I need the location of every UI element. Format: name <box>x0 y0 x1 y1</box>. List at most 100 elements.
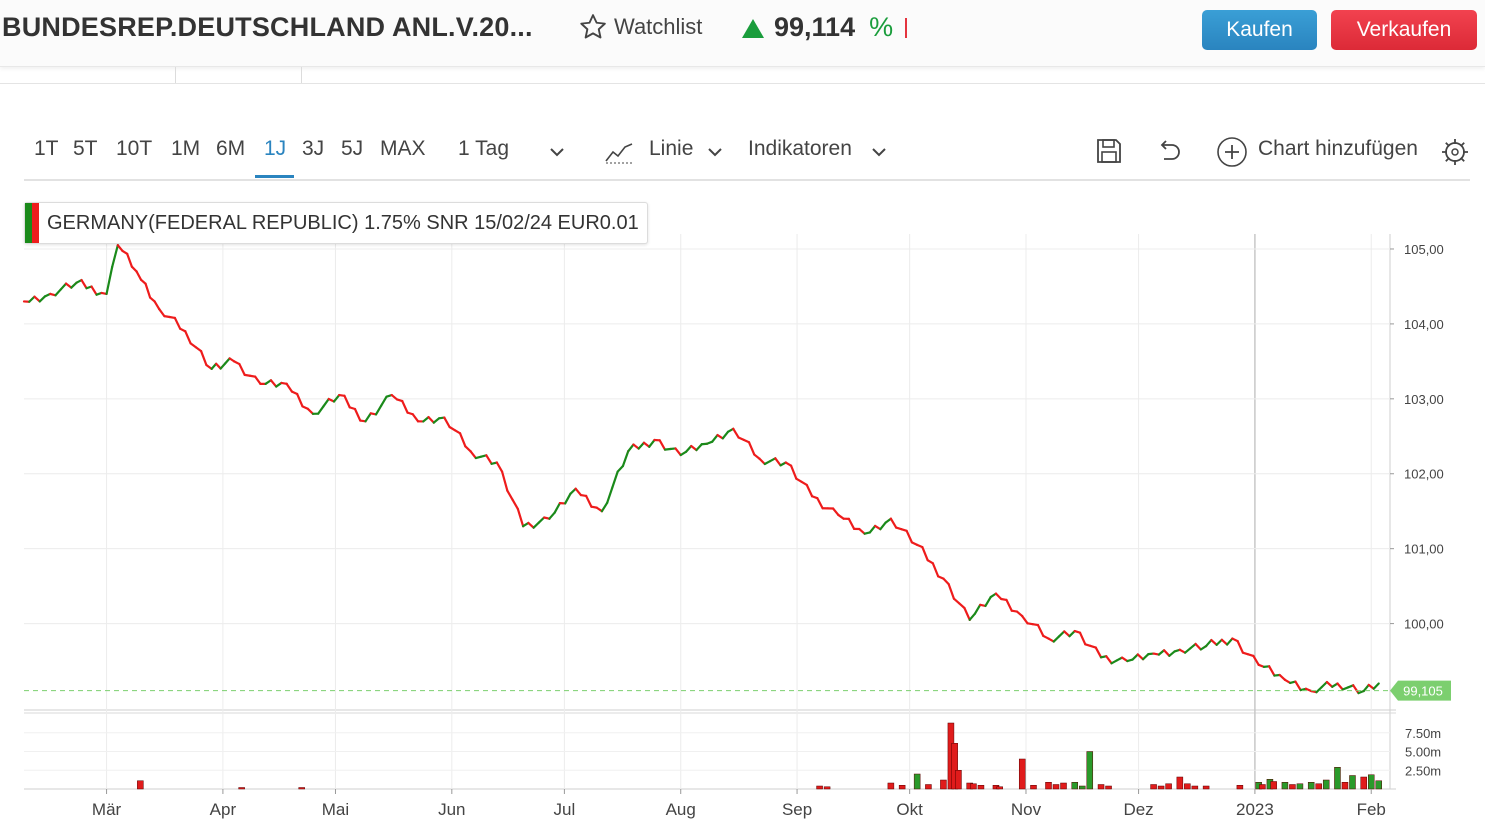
chart-axes: Mär Apr Mai Jun Jul Aug Sep Okt Nov Dez 2023 Feb 105… <box>92 242 1451 819</box>
indicators-menu[interactable]: Indikatoren <box>748 137 852 160</box>
volume-bar <box>898 785 906 790</box>
settings-gear-icon[interactable] <box>1440 137 1470 167</box>
range-5t[interactable]: 5T <box>73 137 98 160</box>
price-line-segment <box>711 433 719 443</box>
volume-bar <box>977 785 985 790</box>
volume-bar <box>816 785 823 790</box>
price-line <box>22 244 1390 695</box>
buy-button[interactable]: Kaufen <box>1202 10 1317 50</box>
price-line-segment <box>1215 638 1223 646</box>
range-1t[interactable]: 1T <box>34 137 59 160</box>
volume-bar <box>1157 785 1165 790</box>
range-6m[interactable]: 6M <box>216 137 246 160</box>
price-line-segment <box>511 498 519 511</box>
price-line-segment <box>38 295 47 303</box>
x-tick-label: Nov <box>1011 800 1042 819</box>
price-line-segment <box>173 316 182 330</box>
price-line-segment <box>952 597 961 605</box>
price-line-segment <box>947 583 956 600</box>
volume-bar <box>1165 783 1172 790</box>
price-line-segment <box>210 362 218 370</box>
watchlist-button[interactable]: Watchlist <box>578 12 702 42</box>
volume-bar <box>1307 782 1315 790</box>
range-1j[interactable]: 1J <box>264 137 287 160</box>
price-line-segment <box>942 577 950 586</box>
volume-bar <box>1176 776 1184 790</box>
price-line-segment <box>1278 673 1287 681</box>
x-tick-label: Apr <box>210 800 237 819</box>
volume-bar <box>1270 781 1277 790</box>
chevron-down-icon[interactable] <box>706 145 724 159</box>
price-line-segment <box>1021 614 1029 625</box>
save-icon[interactable] <box>1095 137 1123 165</box>
range-max[interactable]: MAX <box>380 137 426 160</box>
price-line-segment <box>401 399 409 414</box>
undo-icon[interactable] <box>1155 137 1183 165</box>
price-line-segment <box>805 483 814 498</box>
price-line-segment <box>33 295 41 303</box>
volume-bar <box>1315 783 1322 790</box>
line-chart-icon[interactable] <box>604 139 634 165</box>
price-line-segment <box>105 265 114 296</box>
price-line-segment <box>847 517 856 530</box>
volume-bar <box>1202 785 1210 790</box>
chevron-down-icon[interactable] <box>548 145 566 159</box>
price-line-segment <box>674 447 682 457</box>
volume-bar <box>970 783 977 790</box>
price-line-segment <box>1205 638 1213 648</box>
price-line-segment <box>690 444 698 452</box>
volume-bar <box>955 770 962 790</box>
price-line-segment <box>126 252 133 268</box>
volume-bar <box>887 782 895 790</box>
price-line-segment <box>905 529 914 544</box>
add-chart-icon[interactable] <box>1216 136 1248 168</box>
volume-bar <box>1150 784 1157 790</box>
volume-bar <box>1360 776 1367 790</box>
add-chart-button[interactable]: Chart hinzufügen <box>1258 137 1418 160</box>
price-line-segment <box>59 282 68 291</box>
price-line-segment <box>931 562 940 578</box>
volume-bar <box>1322 779 1330 790</box>
price-line-segment <box>485 454 493 465</box>
price-line-segment <box>627 443 635 453</box>
watchlist-label: Watchlist <box>614 14 703 39</box>
volume-bar <box>996 786 1003 790</box>
volume-bar <box>1289 784 1296 790</box>
price-line-segment <box>469 450 477 460</box>
price-line-segment <box>1052 635 1061 643</box>
chart-type-select[interactable]: Linie <box>649 137 694 160</box>
range-1m[interactable]: 1M <box>171 137 201 160</box>
chevron-down-icon[interactable] <box>870 145 888 159</box>
price-line-segment <box>135 270 143 281</box>
price-line-segment <box>464 445 472 453</box>
range-5j[interactable]: 5J <box>341 137 364 160</box>
volume-bar <box>1259 784 1266 790</box>
sell-button[interactable]: Verkaufen <box>1331 10 1477 50</box>
price-line-segment <box>1210 638 1218 646</box>
last-price-tag <box>1390 680 1451 701</box>
price-line-segment <box>632 443 640 450</box>
price-line-segment <box>153 300 161 311</box>
price-line-segment <box>1141 653 1150 661</box>
percent-indicator-bar <box>905 17 908 38</box>
volume-bar <box>1045 782 1052 790</box>
volume-tick-label: 7.50m <box>1405 726 1441 741</box>
series-legend[interactable]: GERMANY(FEDERAL REPUBLIC) 1.75% SNR 15/0… <box>24 202 648 244</box>
price-line-segment <box>28 295 36 303</box>
price-line-segment <box>1105 655 1113 665</box>
volume-bar <box>1071 782 1079 790</box>
range-10t[interactable]: 10T <box>116 137 153 160</box>
interval-select[interactable]: 1 Tag <box>458 137 509 161</box>
chart-grid <box>24 234 1396 790</box>
price-line-segment <box>1057 630 1066 638</box>
price-line-segment <box>1352 684 1360 695</box>
percent-change: % <box>869 12 894 42</box>
price-line-segment <box>585 494 593 508</box>
x-tick-label: 2023 <box>1236 800 1274 819</box>
price-line-segment <box>1162 649 1171 657</box>
price-line-segment <box>753 453 761 460</box>
range-3j[interactable]: 3J <box>302 137 325 160</box>
x-tick-label: Jun <box>438 800 465 819</box>
price-line-segment <box>816 497 824 510</box>
